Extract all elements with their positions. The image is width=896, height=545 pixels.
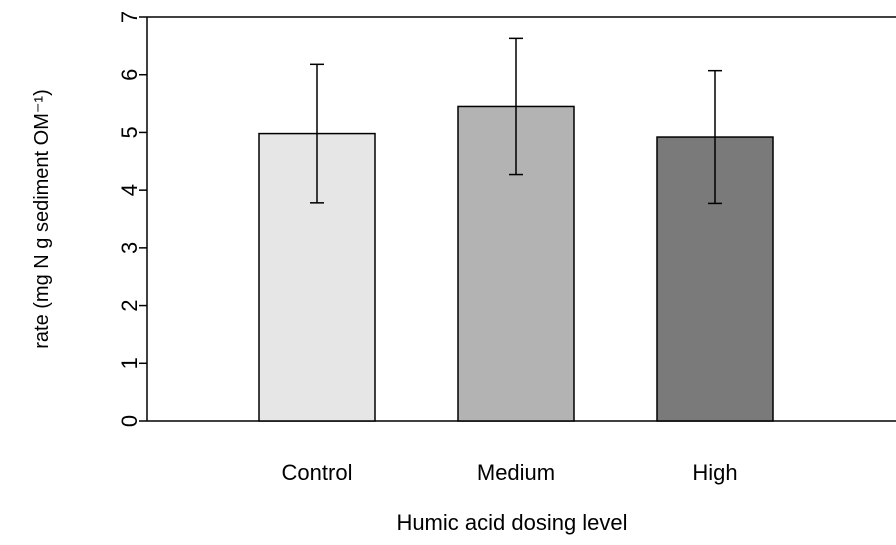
x-tick-label: Medium: [477, 460, 555, 485]
y-tick-label: 1: [117, 357, 142, 369]
x-tick-label: High: [692, 460, 737, 485]
y-tick-label: 3: [117, 242, 142, 254]
x-axis-label: Humic acid dosing level: [396, 510, 627, 535]
y-tick-label: 7: [117, 11, 142, 23]
y-axis-label: rate (mg N g sediment OM⁻¹): [31, 89, 53, 349]
y-tick-label: 6: [117, 69, 142, 81]
y-tick-label: 5: [117, 126, 142, 138]
x-tick-label: Control: [282, 460, 353, 485]
y-tick-label: 0: [117, 415, 142, 427]
y-tick-label: 2: [117, 299, 142, 311]
y-tick-label: 4: [117, 184, 142, 196]
